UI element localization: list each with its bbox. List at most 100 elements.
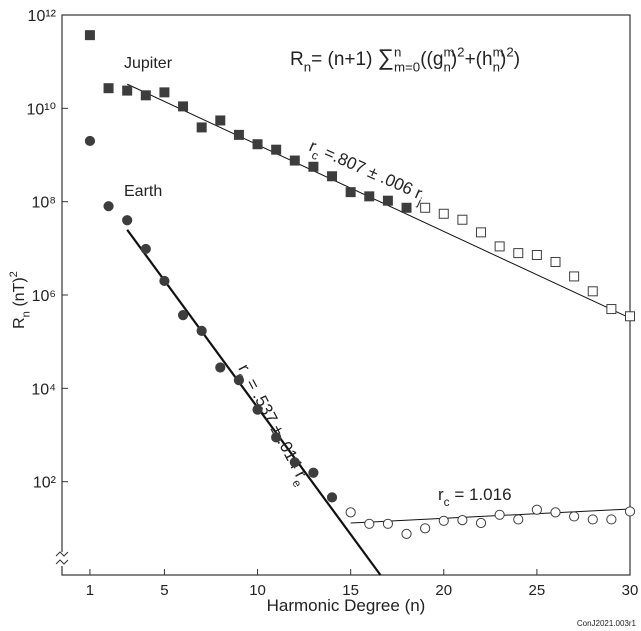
text-segment: = (n+1) — [311, 49, 378, 70]
data-point — [494, 509, 505, 520]
text-segment: m — [493, 44, 504, 59]
text-segment: = .537 ± .014 r — [240, 371, 311, 482]
x-tick-label: 5 — [160, 582, 168, 599]
x-tick-label: 25 — [529, 582, 546, 599]
data-point — [364, 518, 375, 529]
data-point — [364, 191, 375, 202]
text-segment: j — [415, 194, 424, 208]
data-point — [326, 492, 338, 503]
fit-line — [350, 508, 631, 524]
text-segment: R — [290, 49, 304, 70]
series-label: Earth — [124, 183, 162, 200]
data-point — [289, 155, 300, 166]
y-tick-label: 10¹² — [28, 8, 57, 25]
data-point — [140, 243, 151, 255]
data-point — [401, 528, 412, 539]
data-point — [122, 85, 133, 96]
x-tick-label: 15 — [342, 582, 359, 599]
text-segment: e — [289, 477, 305, 490]
text-segment: ) — [451, 49, 457, 70]
data-point — [624, 506, 636, 517]
data-point — [159, 87, 170, 98]
data-point — [438, 208, 449, 219]
x-tick-label: 20 — [435, 582, 452, 599]
x-axis-label: Harmonic Degree (n) — [267, 596, 426, 615]
text-segment: n — [443, 60, 450, 75]
data-point — [252, 404, 263, 415]
data-point — [382, 195, 393, 206]
text-segment: n — [493, 60, 500, 75]
data-point — [271, 432, 282, 443]
data-point — [308, 467, 319, 478]
text-segment: R — [11, 317, 28, 329]
data-point — [233, 129, 244, 140]
data-point — [401, 202, 412, 213]
data-point — [531, 249, 542, 260]
data-point — [513, 248, 524, 259]
data-point — [233, 375, 245, 386]
data-point — [103, 201, 114, 212]
text-segment: 2 — [506, 44, 513, 59]
y-tick-label: 10¹⁰ — [26, 101, 56, 118]
data-point — [569, 271, 580, 282]
data-point — [569, 511, 580, 522]
data-point — [289, 457, 300, 468]
x-tick-label: 30 — [622, 582, 639, 599]
data-point — [159, 275, 170, 287]
text-segment: n — [304, 60, 311, 75]
data-point — [178, 101, 189, 112]
data-point — [587, 286, 598, 297]
data-point — [438, 515, 449, 526]
data-point — [531, 504, 542, 515]
text-segment: m — [443, 44, 454, 59]
data-point — [252, 139, 263, 150]
text-segment: ) — [514, 49, 520, 70]
text-segment: c — [310, 148, 321, 163]
data-point — [382, 518, 394, 529]
data-point — [457, 515, 468, 526]
fit-line — [126, 83, 631, 319]
text-segment: ) — [500, 49, 506, 70]
y-tick-label: 10² — [33, 475, 57, 492]
text-segment: c — [444, 495, 450, 509]
y-tick-label: 10⁶ — [32, 288, 56, 305]
data-point — [327, 171, 338, 182]
data-point — [420, 523, 431, 534]
y-tick-label: 10⁴ — [31, 381, 56, 398]
data-point — [606, 304, 617, 315]
data-point — [345, 507, 356, 518]
data-point — [513, 514, 524, 525]
data-point — [476, 227, 487, 238]
x-tick-label: 10 — [249, 582, 266, 599]
fit-label: rc = 1.016 — [438, 485, 512, 509]
data-point — [420, 202, 431, 213]
data-point — [550, 256, 561, 267]
data-point — [475, 517, 487, 529]
fit-line — [126, 229, 382, 576]
data-point — [345, 187, 356, 198]
text-segment: +(h — [465, 49, 493, 70]
text-segment: n — [21, 311, 33, 317]
text-segment: m=0 — [394, 60, 420, 75]
data-point — [494, 241, 505, 252]
data-point — [550, 507, 561, 518]
text-segment: r — [438, 485, 444, 504]
data-point — [606, 514, 617, 525]
data-point — [215, 362, 226, 373]
data-point — [308, 161, 319, 172]
data-point — [84, 135, 96, 147]
text-segment: = 1.016 — [450, 485, 512, 504]
data-point — [84, 30, 95, 41]
text-segment: n — [394, 44, 401, 59]
x-tick-label: 1 — [86, 582, 94, 599]
text-segment: (nT) — [11, 277, 28, 311]
text-segment: ∑ — [378, 44, 394, 70]
data-point — [587, 514, 598, 525]
formula: Rn= (n+1) ∑n m=0((gm n)2+(hm n)2) — [290, 44, 520, 75]
data-point — [215, 115, 226, 126]
text-segment: ((g — [420, 49, 443, 70]
data-point — [196, 122, 207, 133]
data-point — [103, 83, 114, 94]
